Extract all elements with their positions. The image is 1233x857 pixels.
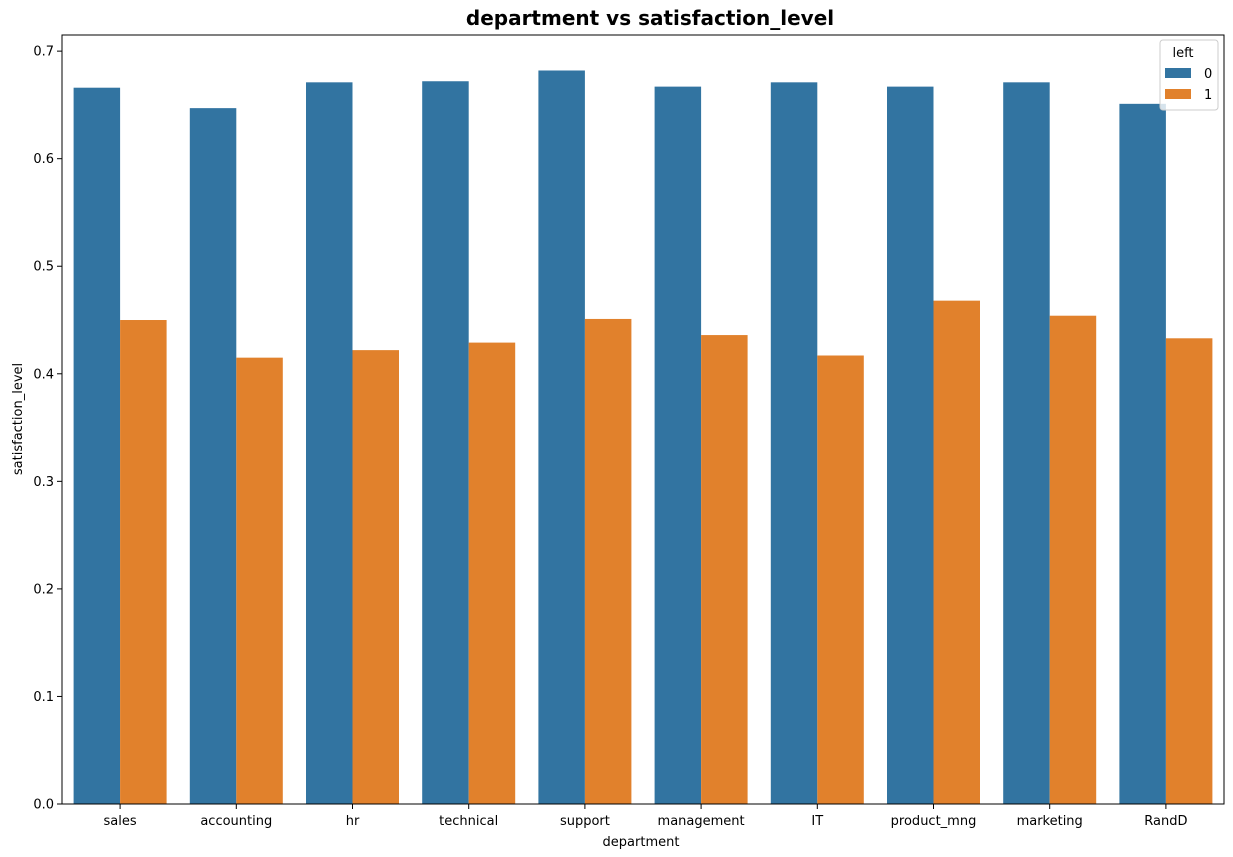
x-axis-label: department — [603, 835, 680, 850]
bar-1-technical — [468, 342, 516, 804]
bar-0-RandD — [1119, 103, 1166, 805]
x-tick-label: IT — [811, 814, 823, 829]
x-tick-label: accounting — [200, 814, 272, 829]
legend-swatch-0 — [1165, 68, 1191, 78]
axes-frame — [61, 34, 1225, 805]
x-tick-label: RandD — [1144, 814, 1187, 829]
y-axis-label: satisfaction_level — [11, 363, 26, 475]
bar-0-accounting — [189, 108, 237, 804]
y-tick-label: 0.5 — [33, 260, 54, 275]
bar-1-management — [701, 335, 748, 804]
legend-title: left — [1172, 46, 1193, 61]
bar-0-technical — [422, 81, 469, 804]
y-tick-label: 0.7 — [33, 45, 54, 60]
x-tick-label: support — [560, 814, 610, 829]
bar-1-support — [584, 318, 632, 804]
bar-0-management — [654, 86, 702, 804]
x-tick-label: marketing — [1017, 814, 1083, 829]
y-tick-label: 0.0 — [33, 798, 54, 813]
bar-1-RandD — [1165, 338, 1213, 804]
bar-1-IT — [817, 355, 864, 804]
legend-label-0: 0 — [1204, 67, 1212, 82]
legend: left 0 1 — [1159, 39, 1219, 111]
bar-0-IT — [770, 82, 818, 805]
bar-1-marketing — [1049, 315, 1097, 804]
bar-1-sales — [120, 320, 167, 804]
x-tick-label: product_mng — [891, 814, 977, 829]
legend-swatch-1 — [1165, 89, 1191, 99]
bar-0-hr — [306, 82, 353, 805]
x-tick-label: technical — [439, 814, 498, 829]
bar-0-marketing — [1003, 82, 1050, 805]
y-tick-label: 0.2 — [33, 582, 54, 597]
legend-label-1: 1 — [1204, 88, 1212, 103]
y-tick-label: 0.4 — [33, 367, 54, 382]
bar-1-accounting — [236, 357, 283, 804]
bar-0-support — [538, 70, 585, 804]
y-tick-label: 0.3 — [33, 475, 54, 490]
bar-1-hr — [352, 350, 399, 804]
bar-0-sales — [73, 87, 121, 805]
plot-area: 0.0 0.1 0.2 0.3 0.4 0.5 0.6 0.7 sales accounting h… — [33, 34, 1225, 829]
bar-1-product_mng — [933, 300, 980, 804]
x-tick-label: management — [658, 814, 745, 829]
x-tick-label: sales — [104, 814, 137, 829]
chart-title: department vs satisfaction_level — [466, 6, 834, 30]
bar-0-product_mng — [887, 86, 934, 804]
y-tick-label: 0.1 — [33, 690, 54, 705]
x-tick-label: hr — [346, 814, 360, 829]
y-tick-label: 0.6 — [33, 152, 54, 167]
